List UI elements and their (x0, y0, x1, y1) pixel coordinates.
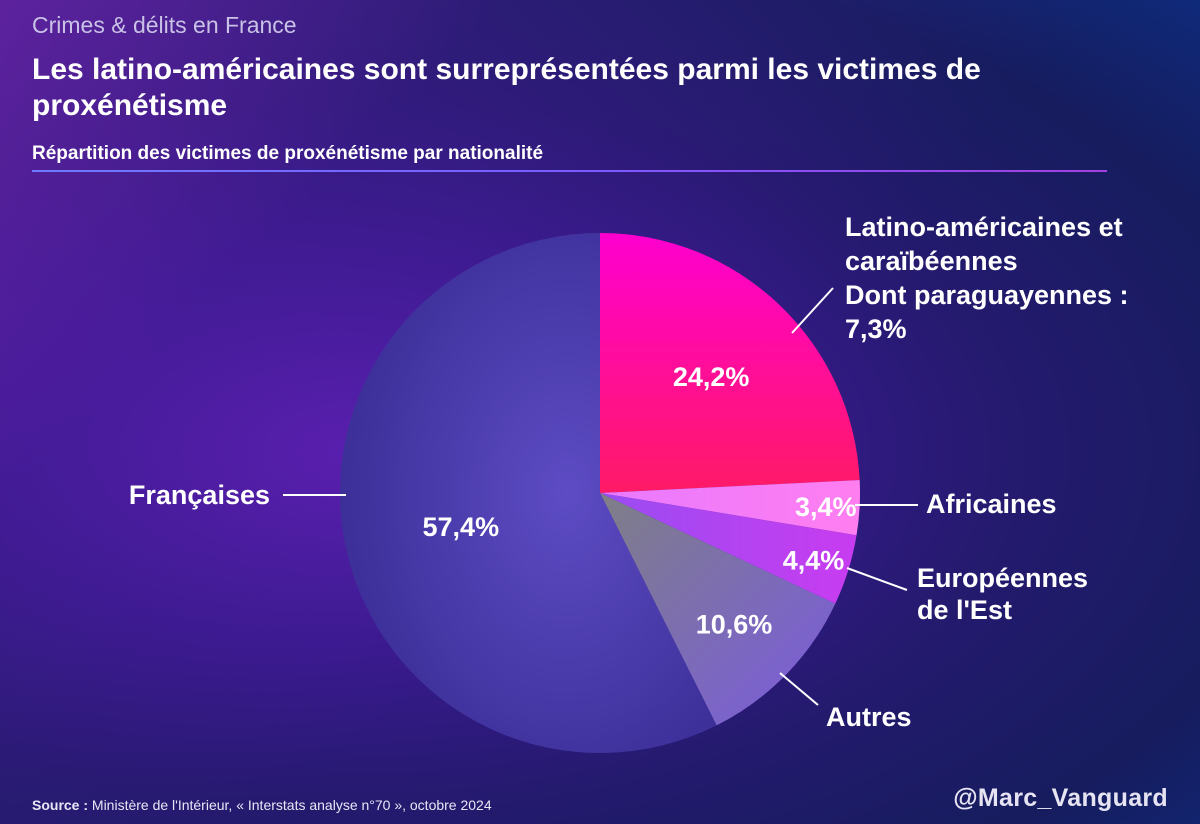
category-label-francaises: Françaises (129, 480, 270, 510)
leader-line-latino (791, 287, 834, 334)
pie-slice-latino (600, 233, 860, 493)
page-title: Les latino-américaines sont surreprésent… (32, 53, 981, 122)
category-label-line: 7,3% (845, 314, 907, 344)
pie-slice-africaines (600, 479, 860, 536)
category-label-latino: Latino-américaines et caraïbéennes Dont pa… (845, 212, 1129, 344)
value-label-autres: 10,6% (696, 610, 773, 640)
category-label-line: caraïbéennes (845, 246, 1018, 276)
category-label-line: Latino-américaines et (845, 212, 1123, 242)
category-label-line: Autres (826, 702, 912, 732)
pie-slice-europeennes (600, 493, 857, 604)
category-label-europeennes: Européennes de l'Est (917, 563, 1088, 625)
chart-subtitle: Répartition des victimes de proxénétisme… (32, 143, 544, 164)
category-label-line: Africaines (926, 489, 1057, 519)
source-label: Source : (32, 797, 89, 813)
category-label-line: Dont paraguayennes : (845, 280, 1129, 310)
value-label-latino: 24,2% (673, 362, 750, 392)
leader-line-autres (779, 672, 819, 706)
leader-line-europeennes (846, 567, 908, 591)
kicker: Crimes & délits en France (32, 12, 297, 38)
category-label-africaines: Africaines (926, 489, 1057, 519)
source-note: Source : Ministère de l'Intérieur, « Int… (32, 797, 492, 813)
title-divider (32, 170, 1107, 172)
author-handle: @Marc_Vanguard (953, 784, 1168, 812)
pie-slice-francaises (340, 233, 717, 753)
value-label-africaines: 3,4% (795, 492, 857, 522)
value-label-europeennes: 4,4% (783, 545, 845, 575)
category-label-line: Françaises (129, 480, 270, 510)
category-label-autres: Autres (826, 702, 912, 732)
source-text: Ministère de l'Intérieur, « Interstats a… (91, 797, 492, 813)
pie-slice-autres (600, 493, 836, 726)
value-label-francaises: 57,4% (423, 512, 500, 542)
category-label-line: de l'Est (917, 595, 1012, 625)
category-label-line: Européennes (917, 563, 1088, 593)
